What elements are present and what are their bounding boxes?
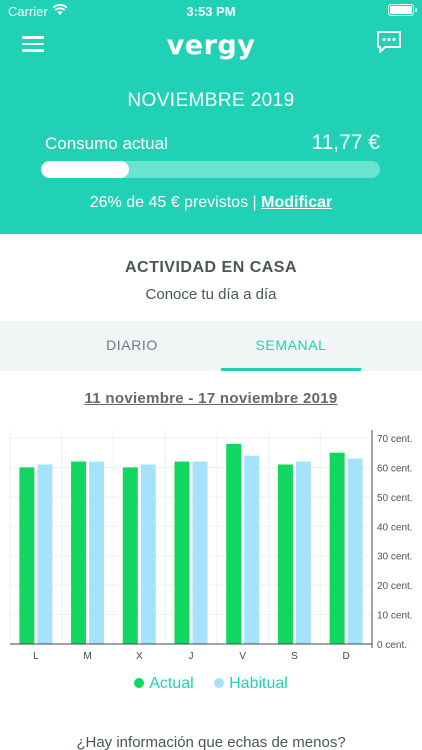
modificar-link[interactable]: Modificar xyxy=(261,194,333,211)
header: Carrier 3:53 PM vergy NOVIEMBRE 2019 Con… xyxy=(0,0,422,234)
x-tick-label: S xyxy=(291,651,298,662)
chart-legend: Actual Habitual xyxy=(0,675,422,693)
de-text: de xyxy=(126,194,145,211)
bar-actual xyxy=(174,461,190,644)
bar-habitual xyxy=(295,461,311,644)
status-bar: Carrier 3:53 PM xyxy=(0,0,422,22)
wifi-icon xyxy=(52,3,68,19)
date-range-link[interactable]: 11 noviembre - 17 noviembre 2019 xyxy=(84,390,338,407)
consumption-progress-bar xyxy=(41,161,380,178)
bar-actual xyxy=(329,452,345,644)
consumo-label: Consumo actual xyxy=(45,134,168,153)
y-tick-label: 20 cent. xyxy=(377,581,413,592)
bar-habitual xyxy=(192,461,208,644)
percent-text: 26% xyxy=(89,194,122,211)
legend-label-habitual: Habitual xyxy=(229,675,288,692)
tab-diario[interactable]: DIARIO xyxy=(106,337,158,353)
carrier-label: Carrier xyxy=(8,4,48,19)
y-tick-label: 70 cent. xyxy=(377,434,413,445)
forecast-line: 26% de 45 € previstos | Modificar xyxy=(0,194,422,212)
x-tick-label: M xyxy=(83,651,91,662)
separator: | xyxy=(252,194,257,211)
clock: 3:53 PM xyxy=(186,4,236,19)
y-tick-label: 50 cent. xyxy=(377,493,413,504)
battery-icon xyxy=(388,4,417,16)
section-subtitle: Conoce tu día a día xyxy=(145,286,277,303)
bar-habitual xyxy=(140,464,156,644)
bar-habitual xyxy=(347,458,363,644)
app-logo: vergy xyxy=(166,30,256,61)
hamburger-menu-icon[interactable] xyxy=(22,36,44,52)
consumo-value: 11,77 € xyxy=(311,131,380,154)
chat-icon[interactable] xyxy=(376,30,402,54)
bar-actual xyxy=(122,467,138,644)
y-tick-label: 60 cent. xyxy=(377,463,413,474)
bar-actual xyxy=(277,464,293,644)
y-tick-label: 30 cent. xyxy=(377,552,413,563)
bar-habitual xyxy=(37,464,53,644)
legend-item-habitual: Habitual xyxy=(214,675,288,693)
bar-actual xyxy=(226,443,242,644)
top-bar: vergy xyxy=(0,28,422,61)
x-tick-label: J xyxy=(189,651,194,662)
x-tick-label: L xyxy=(33,651,39,662)
bar-habitual xyxy=(89,461,105,644)
progress-fill xyxy=(41,161,130,178)
section-title: ACTIVIDAD EN CASA xyxy=(124,259,298,276)
previstos-text: 45 € previstos xyxy=(148,194,249,211)
y-tick-label: 10 cent. xyxy=(377,611,413,622)
legend-label-actual: Actual xyxy=(149,675,194,692)
y-tick-label: 0 cent. xyxy=(377,640,407,651)
y-tick-label: 40 cent. xyxy=(377,522,413,533)
legend-item-actual: Actual xyxy=(134,675,194,693)
bar-actual xyxy=(71,461,87,644)
legend-dot-habitual xyxy=(214,677,225,688)
feedback-question[interactable]: ¿Hay información que echas de menos? xyxy=(76,734,346,750)
x-tick-label: D xyxy=(343,651,350,662)
weekly-consumption-chart: 70 cent. 60 cent. 50 cent. 40 cent. 30 cent.… xyxy=(9,430,413,662)
legend-dot-actual xyxy=(134,677,145,688)
bar-actual xyxy=(19,467,35,644)
period-tabs: DIARIO SEMANAL xyxy=(0,321,422,371)
month-title: NOVIEMBRE 2019 xyxy=(127,90,295,111)
tab-semanal[interactable]: SEMANAL xyxy=(221,321,361,371)
bar-habitual xyxy=(244,455,260,644)
x-tick-label: V xyxy=(239,651,246,662)
x-tick-label: X xyxy=(136,651,143,662)
